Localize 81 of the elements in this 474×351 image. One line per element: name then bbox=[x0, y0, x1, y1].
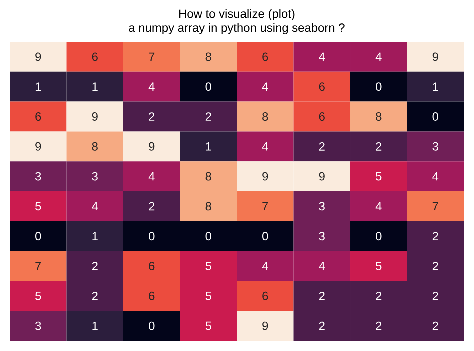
data-label: 9 bbox=[262, 322, 268, 330]
data-label: 4 bbox=[262, 262, 268, 270]
data-label: 9 bbox=[432, 52, 438, 62]
data-label: 1 bbox=[36, 82, 42, 91]
data-label: 1 bbox=[92, 322, 98, 330]
data-label: 1 bbox=[92, 82, 98, 91]
data-label: 8 bbox=[206, 202, 212, 211]
data-label: 5 bbox=[206, 262, 212, 270]
data-label: 7 bbox=[149, 52, 155, 62]
data-label: 4 bbox=[148, 172, 155, 181]
data-label: 3 bbox=[92, 172, 98, 181]
data-label: 7 bbox=[36, 262, 42, 270]
data-label: 3 bbox=[36, 322, 42, 330]
data-label: 5 bbox=[36, 202, 42, 211]
data-label: 8 bbox=[92, 142, 98, 151]
data-label: 6 bbox=[319, 82, 325, 92]
data-label: 5 bbox=[36, 292, 42, 300]
data-label: 5 bbox=[376, 172, 382, 181]
data-label: 2 bbox=[319, 322, 325, 330]
data-label: 4 bbox=[376, 52, 382, 62]
data-label: 4 bbox=[92, 202, 98, 211]
data-label: 9 bbox=[36, 52, 42, 62]
data-label: 9 bbox=[262, 172, 268, 181]
data-label: 9 bbox=[319, 172, 325, 181]
data-label: 2 bbox=[319, 142, 325, 151]
data-label: 7 bbox=[262, 202, 268, 211]
data-label: 3 bbox=[319, 202, 325, 211]
data-label: 6 bbox=[92, 52, 98, 62]
data-label: 2 bbox=[206, 112, 212, 121]
data-label: 5 bbox=[206, 292, 212, 300]
data-label: 6 bbox=[262, 292, 268, 300]
data-label: 4 bbox=[262, 82, 268, 91]
data-label: 4 bbox=[376, 202, 382, 211]
data-label: 2 bbox=[319, 292, 325, 300]
data-label: 9 bbox=[149, 142, 155, 151]
data-label: 2 bbox=[376, 142, 382, 151]
data-label: 9 bbox=[36, 142, 42, 151]
data-label: 6 bbox=[36, 112, 42, 121]
data-label: 4 bbox=[262, 142, 268, 151]
data-label: 0 bbox=[376, 82, 382, 92]
data-label: 7 bbox=[432, 202, 438, 211]
data-label: 6 bbox=[319, 112, 325, 121]
data-label: 8 bbox=[206, 52, 212, 62]
data-label: 2 bbox=[376, 292, 382, 300]
data-label: 0 bbox=[432, 112, 438, 121]
data-label: 2 bbox=[149, 112, 155, 121]
data-label: 0 bbox=[206, 82, 212, 92]
data-label: 2 bbox=[432, 232, 438, 241]
data-label: 9 bbox=[92, 112, 98, 121]
data-label: 0 bbox=[36, 232, 42, 241]
data-label: 0 bbox=[149, 232, 155, 241]
data-label: 8 bbox=[262, 112, 268, 121]
data-label: 0 bbox=[149, 322, 155, 330]
data-label: 2 bbox=[92, 292, 98, 300]
data-label: 2 bbox=[432, 322, 438, 330]
data-label: 2 bbox=[376, 322, 382, 330]
data-label: 6 bbox=[149, 262, 155, 270]
data-label: 0 bbox=[206, 232, 212, 241]
data-label: 2 bbox=[92, 262, 98, 270]
data-label: 0 bbox=[376, 232, 382, 241]
data-label: 0 bbox=[262, 232, 268, 241]
data-label: 2 bbox=[432, 262, 438, 270]
data-label: 8 bbox=[376, 112, 382, 121]
data-label: 3 bbox=[432, 142, 438, 151]
data-label: 1 bbox=[206, 142, 212, 151]
data-label: 1 bbox=[92, 232, 98, 240]
data-label: 6 bbox=[262, 52, 268, 62]
data-label: 8 bbox=[206, 172, 212, 181]
data-label: 4 bbox=[148, 82, 155, 91]
data-label: 3 bbox=[319, 232, 325, 241]
data-label: 5 bbox=[376, 262, 382, 270]
data-label: 4 bbox=[319, 262, 326, 270]
chart-title: How to visualize (plot) a numpy array in python using seaborn ? bbox=[129, 9, 345, 34]
data-label: 3 bbox=[36, 172, 42, 181]
data-label: 2 bbox=[432, 292, 438, 300]
data-label: 4 bbox=[432, 172, 439, 181]
data-label: 2 bbox=[149, 202, 155, 211]
data-label: 1 bbox=[433, 82, 438, 91]
data-label: 6 bbox=[149, 292, 155, 300]
data-label: 4 bbox=[319, 52, 326, 62]
data-label: 5 bbox=[206, 322, 212, 330]
